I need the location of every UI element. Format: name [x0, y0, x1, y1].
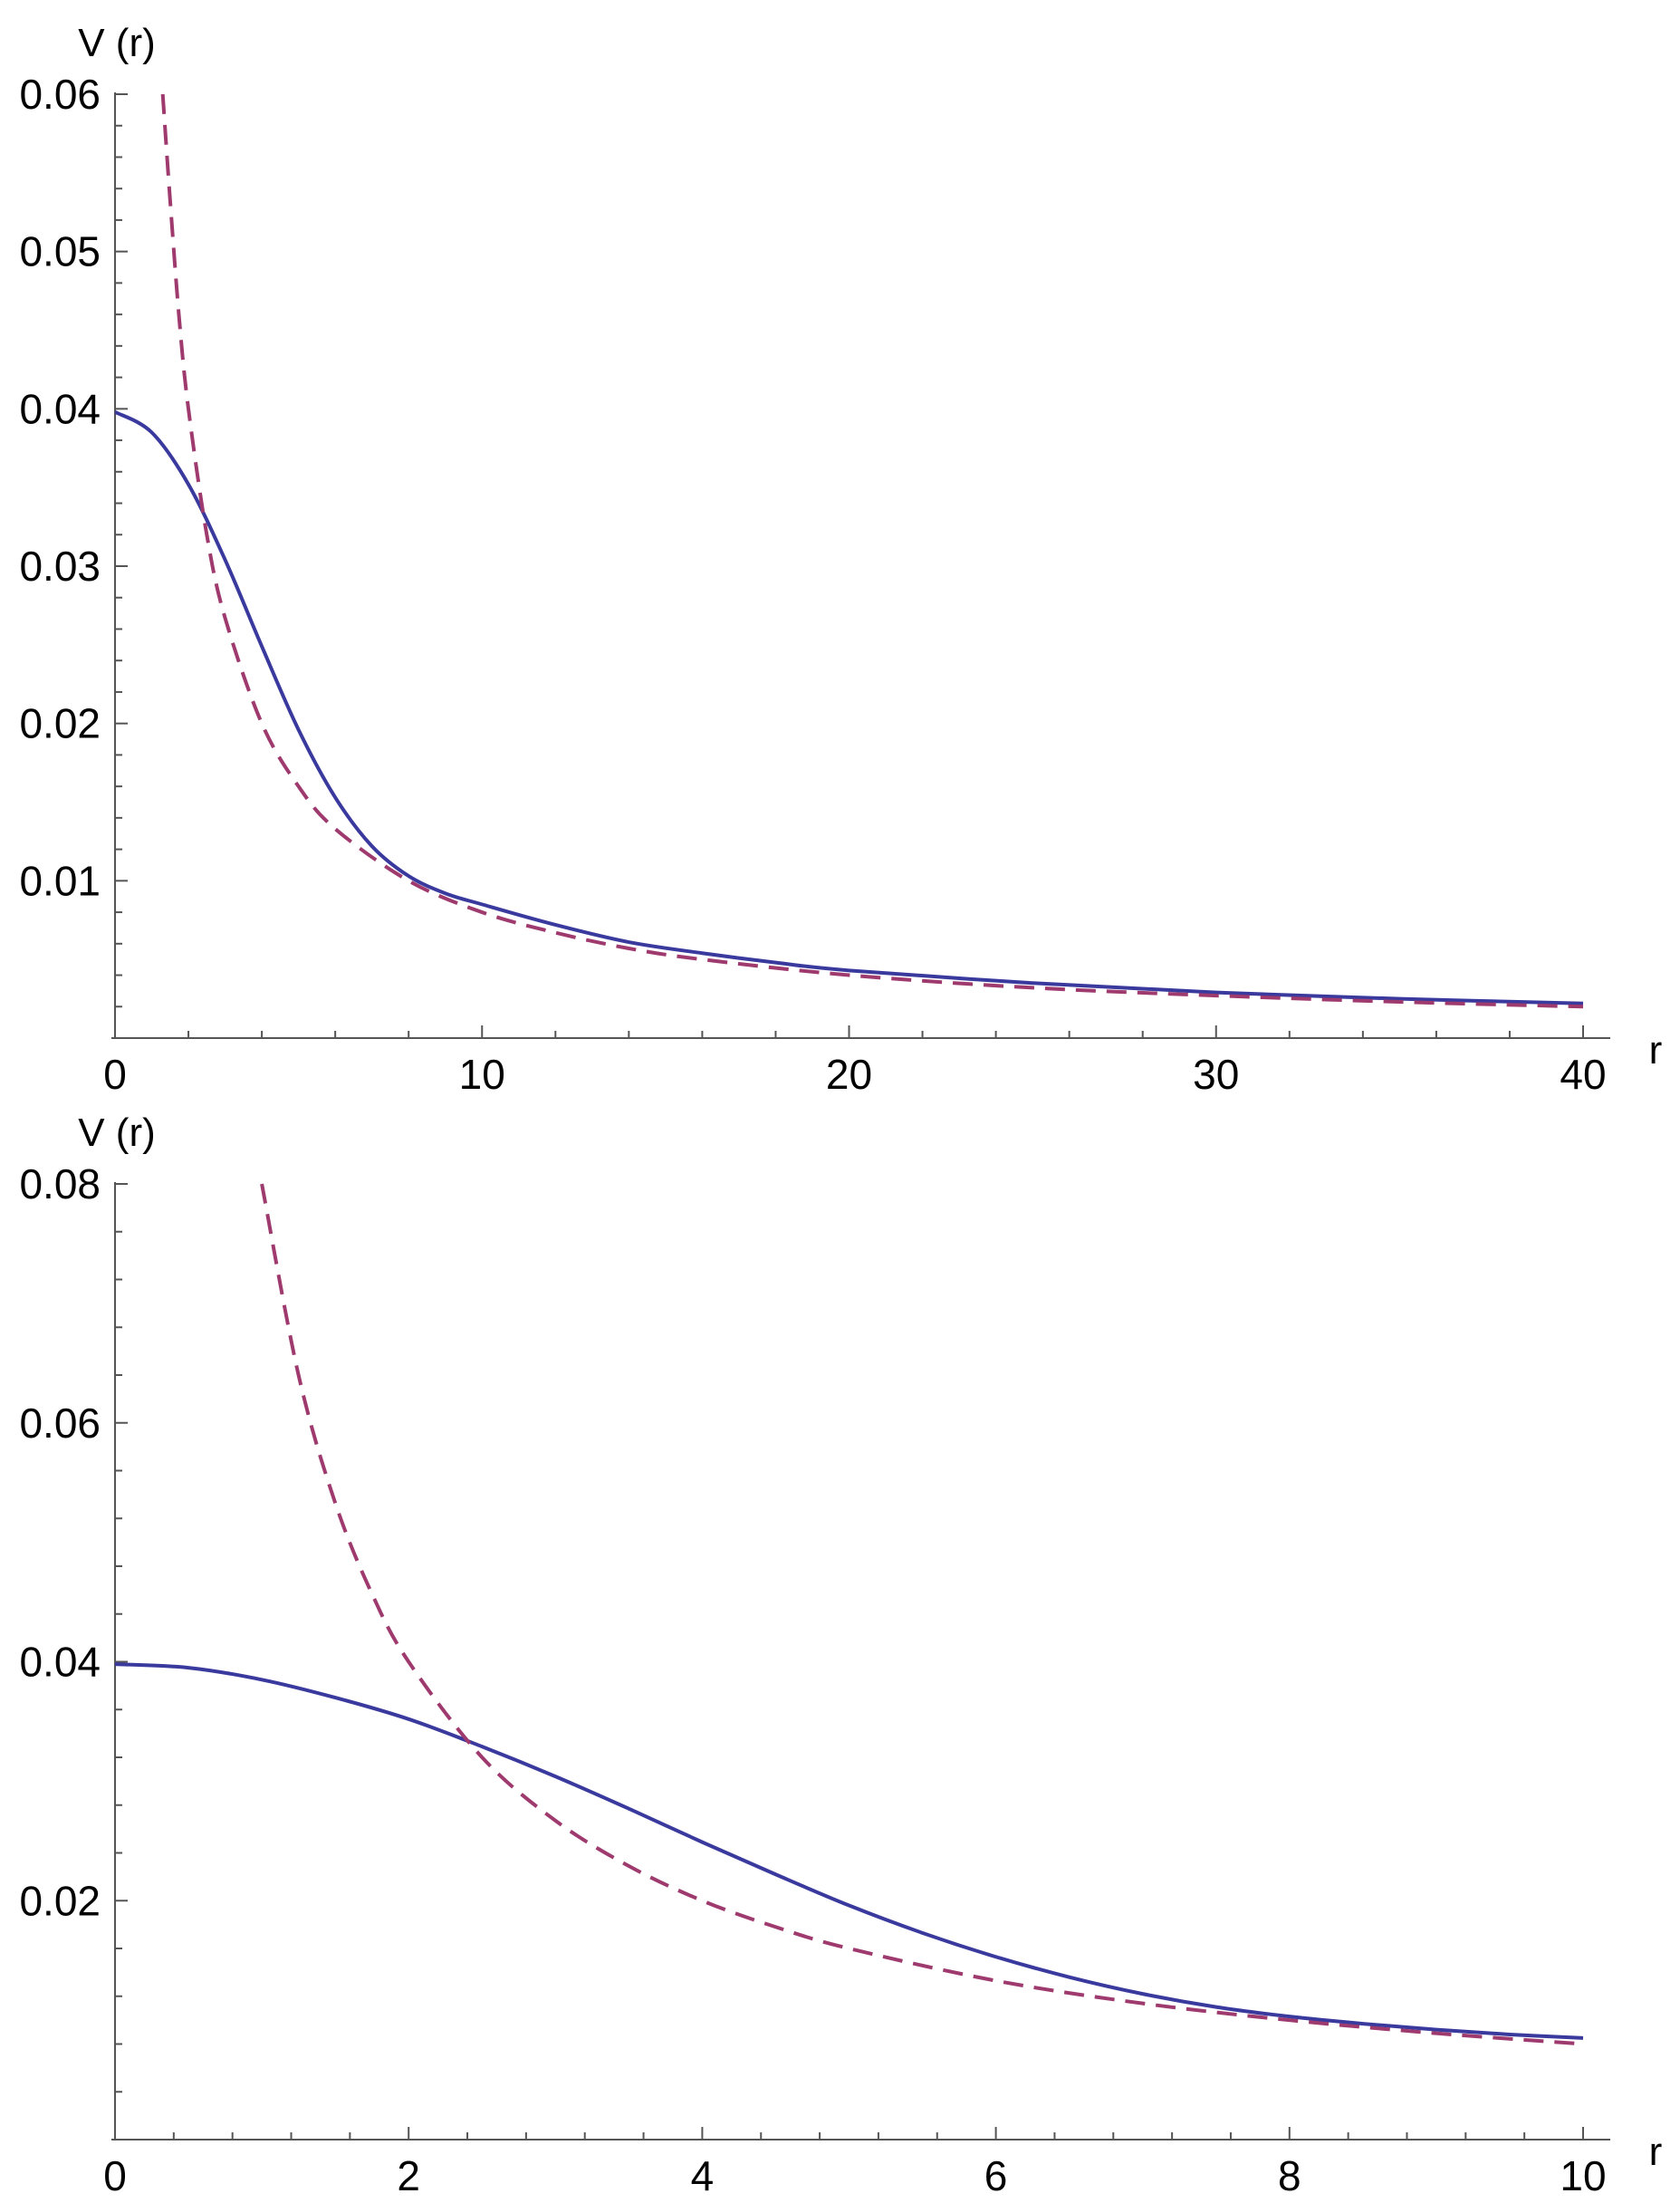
series-solid-line — [115, 1662, 1584, 2040]
chart-bottom: 0 2 4 6 8 10 0.02 0.04 0.06 0.08 r V (r) — [19, 1111, 1663, 2199]
x-axis-label: r — [1649, 2130, 1663, 2174]
chart-top: 0 10 20 30 40 0.01 0.02 0.03 0.04 0.05 0.06 r V (r) — [19, 21, 1662, 1098]
x-axis-label: r — [1649, 1028, 1663, 1073]
y-tick-label: 0.02 — [19, 1877, 101, 1924]
x-tick-label: 20 — [826, 1051, 872, 1098]
x-tick-label: 30 — [1193, 1051, 1239, 1098]
y-axis-label: V (r) — [78, 21, 156, 65]
x-tick-label: 2 — [397, 2152, 420, 2198]
x-tick-label: 6 — [984, 2152, 1008, 2198]
x-tick-label: 0 — [103, 2152, 127, 2198]
x-tick-label: 40 — [1560, 1051, 1606, 1098]
y-tick-label: 0.03 — [19, 543, 101, 590]
y-tick-label: 0.08 — [19, 1160, 101, 1207]
y-tick-label: 0.06 — [19, 1400, 101, 1447]
x-tick-label: 8 — [1278, 2152, 1301, 2198]
x-tick-label: 10 — [1560, 2152, 1606, 2198]
x-tick-label: 10 — [459, 1051, 505, 1098]
x-tick-label: 0 — [103, 1051, 127, 1098]
series-dashed-line — [260, 1183, 1584, 2046]
y-tick-label: 0.06 — [19, 71, 101, 118]
y-tick-label: 0.04 — [19, 385, 101, 432]
y-tick-label: 0.05 — [19, 228, 101, 275]
y-tick-label: 0.01 — [19, 857, 101, 904]
series-solid-line — [115, 410, 1584, 1005]
y-axis-label: V (r) — [78, 1111, 156, 1155]
y-tick-label: 0.02 — [19, 700, 101, 747]
series-dashed-line — [160, 93, 1584, 1009]
y-tick-label: 0.04 — [19, 1639, 101, 1686]
x-tick-label: 4 — [691, 2152, 715, 2198]
